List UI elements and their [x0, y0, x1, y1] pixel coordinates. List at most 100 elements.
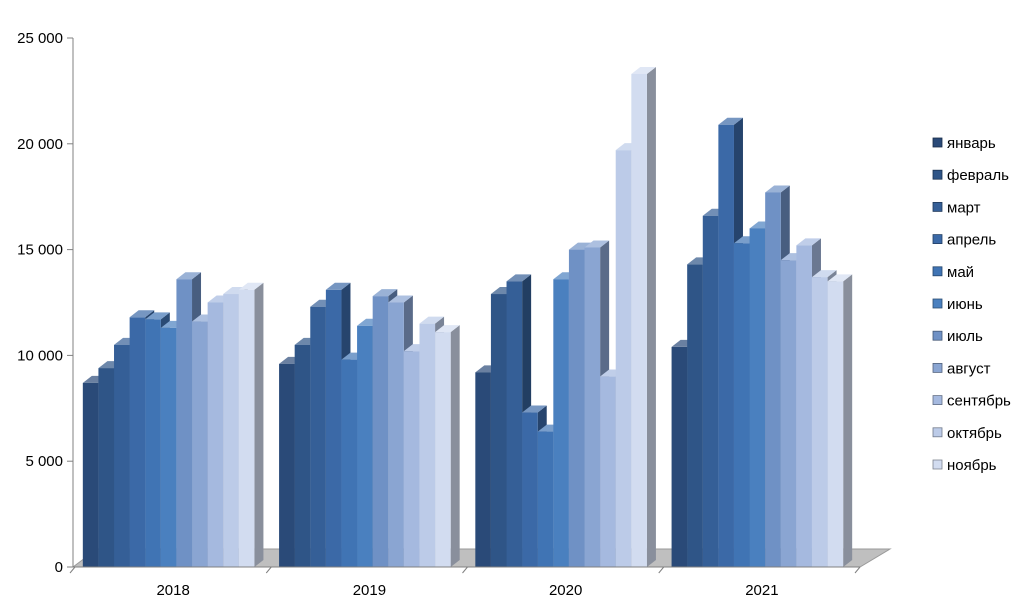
legend-swatch	[932, 362, 943, 373]
category-axis-tick	[658, 566, 665, 574]
bar-top	[522, 405, 547, 413]
value-axis-tick-label: 5 000	[25, 453, 63, 470]
bar-side	[843, 274, 853, 567]
bar	[435, 325, 460, 567]
bar-top	[388, 295, 413, 303]
bar-front	[294, 344, 311, 567]
legend-label: октябрь	[947, 425, 1002, 442]
legend-item: август	[932, 360, 991, 377]
legend: январь февраль март апрель май июнь июль август…	[932, 135, 1011, 474]
bar-front	[357, 325, 373, 567]
bar-top	[811, 270, 837, 278]
bar-top	[827, 274, 853, 282]
bar-front	[419, 323, 436, 567]
bar-top	[718, 117, 743, 125]
bar-front	[238, 289, 255, 567]
legend-label: июнь	[947, 296, 983, 313]
category-label: 2019	[353, 582, 386, 599]
legend-swatch	[932, 298, 943, 309]
legend-item: май	[932, 264, 974, 281]
legend-label: ноябрь	[947, 457, 997, 474]
bar-front	[765, 192, 781, 567]
legend-swatch	[932, 266, 943, 277]
bar-front	[435, 332, 451, 567]
bar-top	[176, 272, 202, 280]
bar-front	[615, 150, 632, 567]
legend-swatch	[932, 427, 943, 438]
bar-top	[145, 312, 170, 320]
category-axis-tick	[462, 566, 468, 574]
legend-item: сентябрь	[932, 393, 1011, 410]
bar-front	[749, 228, 766, 567]
bar-top	[631, 66, 656, 74]
bar-front	[718, 124, 734, 568]
bar-front	[631, 73, 647, 568]
category-axis: 2018 2019 2020 2021	[69, 566, 861, 599]
bar-front	[733, 243, 750, 567]
bar-front	[129, 317, 146, 567]
bar-top	[238, 282, 264, 290]
bar-front	[82, 382, 99, 567]
legend-swatch	[932, 234, 943, 245]
bar-front	[553, 279, 569, 567]
bar-front	[114, 344, 130, 567]
bar-front	[310, 306, 326, 567]
bar-top	[325, 282, 351, 290]
bar-top	[129, 310, 155, 318]
bar-front	[522, 412, 538, 567]
category-label: 2020	[549, 582, 582, 599]
category-axis-tick	[265, 566, 272, 574]
legend-item: ноябрь	[932, 457, 997, 474]
bar-top	[568, 242, 594, 250]
value-axis-tick-label: 10 000	[17, 347, 63, 364]
legend-swatch	[932, 169, 943, 180]
bar	[631, 66, 656, 568]
bar-front	[687, 264, 703, 567]
bar-front	[537, 431, 554, 567]
bar-front	[475, 372, 491, 567]
legend-label: июль	[947, 328, 983, 345]
bar-front	[325, 289, 342, 567]
bar	[827, 274, 853, 567]
bar-front	[388, 302, 404, 567]
bar-front	[490, 294, 507, 567]
bars	[82, 66, 853, 568]
bar-top	[372, 289, 398, 297]
bar-front	[192, 321, 208, 567]
bar-front	[145, 319, 161, 567]
bar-front	[279, 363, 295, 567]
bar-front	[223, 294, 239, 567]
bar-side	[646, 66, 656, 568]
legend-swatch	[932, 395, 943, 406]
bar-front	[671, 346, 688, 567]
value-axis-tick-label: 20 000	[17, 136, 63, 153]
bar-front	[780, 260, 797, 567]
legend-label: январь	[947, 135, 996, 152]
bar-front	[506, 281, 523, 567]
legend-item: июнь	[932, 296, 983, 313]
legend-label: май	[947, 264, 974, 281]
bar-top	[506, 274, 532, 282]
bar-front	[600, 376, 616, 567]
legend-item: февраль	[932, 167, 1009, 184]
bar-front	[341, 359, 358, 567]
bar-top	[765, 185, 790, 193]
legend-label: март	[947, 199, 981, 216]
category-axis-tick	[69, 566, 76, 574]
bar-front	[827, 281, 844, 567]
bar-top	[796, 238, 821, 246]
bar-front	[176, 279, 193, 567]
bar-front	[98, 368, 115, 567]
bar	[238, 282, 264, 567]
legend-label: август	[947, 360, 991, 377]
bar-front	[568, 249, 585, 567]
value-axis-tick-label: 25 000	[17, 30, 63, 47]
bar-top	[584, 240, 610, 248]
bar-front	[207, 302, 224, 567]
legend-item: октябрь	[932, 425, 1002, 442]
value-axis-tick-label: 0	[55, 559, 63, 576]
bar-top	[419, 316, 445, 324]
category-axis-tick	[854, 566, 861, 574]
bar-side	[254, 282, 264, 567]
bar-front	[403, 351, 420, 567]
